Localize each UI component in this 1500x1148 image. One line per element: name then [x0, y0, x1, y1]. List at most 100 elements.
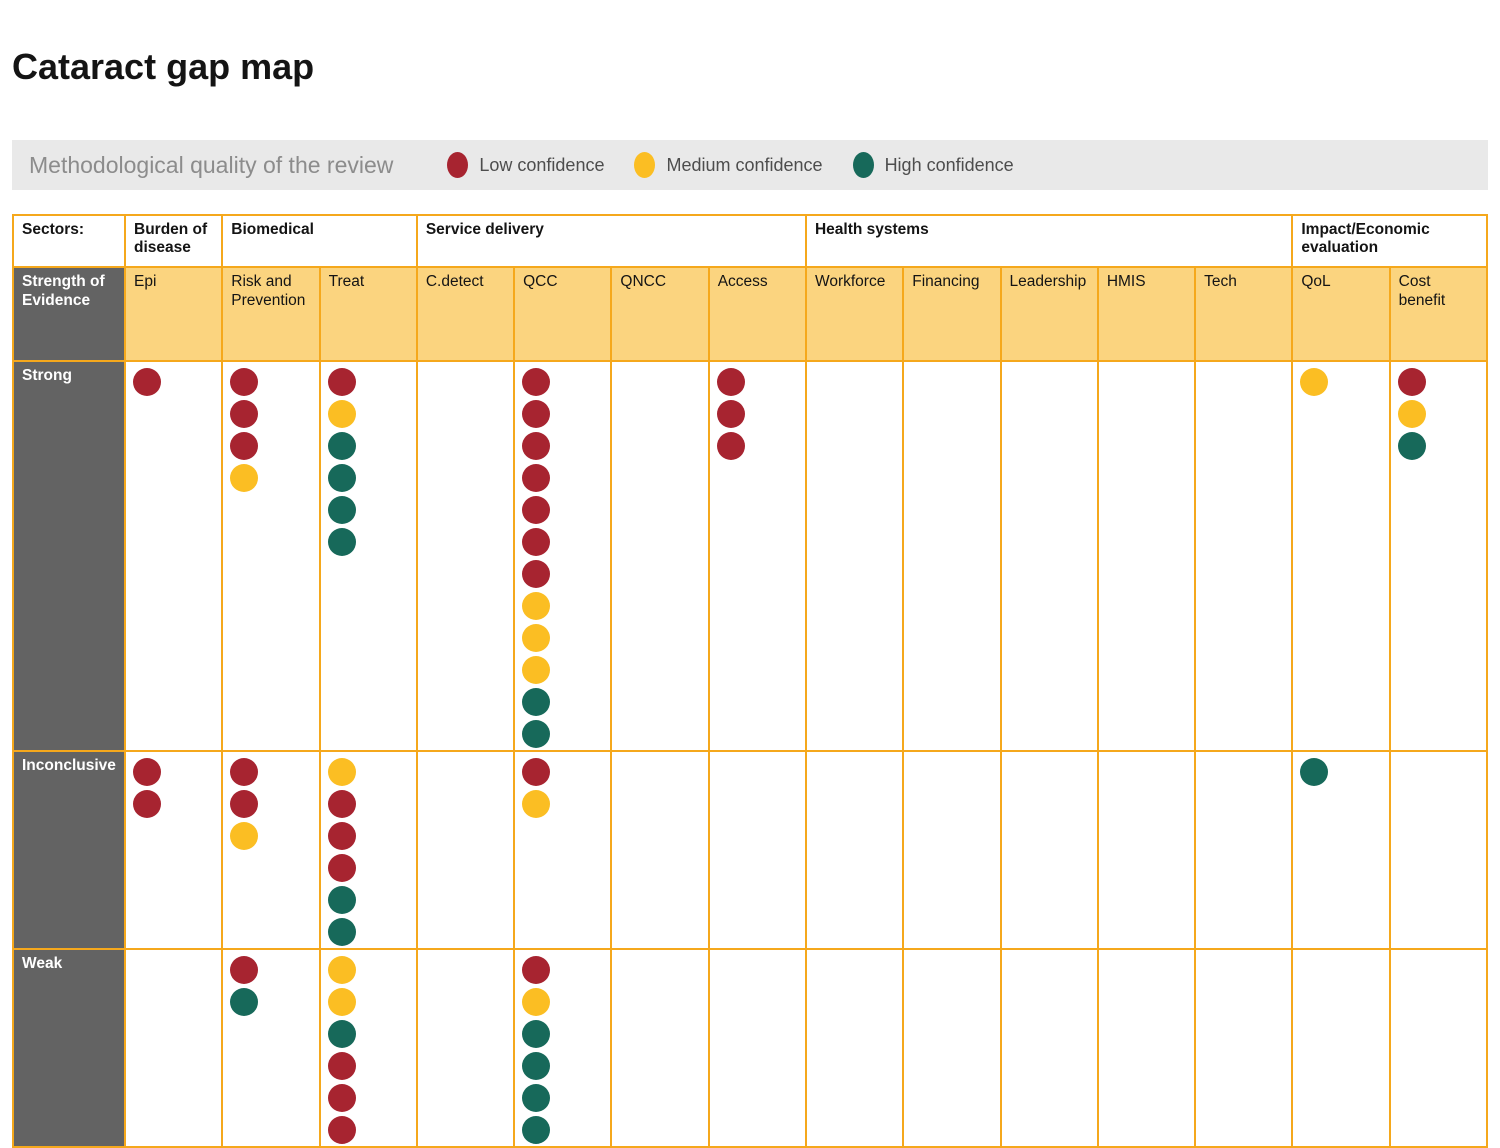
cell-weak-access: [707, 948, 807, 1148]
teal-dot[interactable]: [1300, 758, 1329, 786]
cell-strong-qol: [1291, 360, 1391, 752]
cell-weak-cost-benefit: [1388, 948, 1489, 1148]
cell-strong-leadership: [999, 360, 1099, 752]
red-dot[interactable]: [327, 1084, 356, 1112]
sectors-header: Sectors:: [12, 214, 126, 268]
yellow-dot[interactable]: [1397, 400, 1426, 428]
cell-strong-cost-benefit: [1388, 360, 1489, 752]
red-dot[interactable]: [327, 790, 356, 818]
teal-dot[interactable]: [522, 1116, 551, 1144]
red-dot[interactable]: [716, 368, 745, 396]
teal-dot[interactable]: [522, 1020, 551, 1048]
cell-strong-qncc: [610, 360, 710, 752]
red-dot[interactable]: [1397, 368, 1426, 396]
red-dot[interactable]: [522, 528, 551, 556]
cell-inconclusive-cost-benefit: [1388, 750, 1489, 950]
red-dot[interactable]: [230, 956, 259, 984]
red-dot[interactable]: [133, 790, 161, 818]
table-row-strong: Strong: [12, 360, 1489, 752]
teal-dot[interactable]: [522, 688, 551, 716]
cell-strong-access: [707, 360, 807, 752]
teal-dot[interactable]: [327, 528, 356, 556]
teal-dot[interactable]: [230, 988, 259, 1016]
cell-inconclusive-qcc: [513, 750, 613, 950]
column-header-cost-benefit: Cost benefit: [1388, 266, 1489, 362]
gap-map-table: Sectors: Burden of disease Biomedical Servi…: [12, 214, 1489, 1148]
yellow-dot[interactable]: [522, 988, 551, 1016]
cell-weak-leadership: [999, 948, 1099, 1148]
yellow-dot[interactable]: [327, 988, 356, 1016]
yellow-dot[interactable]: [327, 400, 356, 428]
sector-group-impact-economic-evaluation: Impact/Economic evaluation: [1291, 214, 1488, 268]
cell-weak-qol: [1291, 948, 1391, 1148]
yellow-dot[interactable]: [522, 592, 551, 620]
legend-item-red: Low confidence: [447, 152, 604, 178]
cell-strong-qcc: [513, 360, 613, 752]
red-dot[interactable]: [522, 956, 551, 984]
column-header-treat: Treat: [318, 266, 418, 362]
teal-dot[interactable]: [327, 886, 356, 914]
red-dot[interactable]: [230, 400, 259, 428]
column-header-qol: QoL: [1291, 266, 1391, 362]
teal-dot[interactable]: [522, 1052, 551, 1080]
cell-weak-qcc: [513, 948, 613, 1148]
yellow-dot[interactable]: [327, 956, 356, 984]
cell-inconclusive-risk-and-prevention: [221, 750, 321, 950]
teal-dot[interactable]: [522, 1084, 551, 1112]
cell-strong-epi: [123, 360, 224, 752]
red-dot[interactable]: [522, 400, 551, 428]
teal-dot[interactable]: [1397, 432, 1426, 460]
cell-weak-tech: [1194, 948, 1294, 1148]
teal-dot[interactable]: [327, 464, 356, 492]
yellow-dot[interactable]: [1300, 368, 1329, 396]
red-dot[interactable]: [716, 400, 745, 428]
red-dot[interactable]: [522, 560, 551, 588]
yellow-dot[interactable]: [522, 656, 551, 684]
teal-dot[interactable]: [327, 432, 356, 460]
red-dot[interactable]: [522, 464, 551, 492]
dots-group: [1293, 362, 1361, 398]
cell-inconclusive-treat: [318, 750, 418, 950]
red-dot[interactable]: [327, 1116, 356, 1144]
teal-dot[interactable]: [327, 496, 356, 524]
teal-dot[interactable]: [327, 1020, 356, 1048]
yellow-dot[interactable]: [230, 464, 259, 492]
column-header-qncc: QNCC: [610, 266, 710, 362]
red-dot[interactable]: [230, 368, 259, 396]
cell-weak-workforce: [804, 948, 905, 1148]
red-dot-icon: [447, 152, 469, 178]
cell-weak-financing: [902, 948, 1002, 1148]
red-dot[interactable]: [230, 758, 259, 786]
row-label-strong: Strong: [12, 360, 126, 752]
red-dot[interactable]: [230, 790, 259, 818]
column-header-workforce: Workforce: [804, 266, 905, 362]
red-dot[interactable]: [716, 432, 745, 460]
column-header-tech: Tech: [1194, 266, 1294, 362]
yellow-dot[interactable]: [522, 624, 551, 652]
sector-group-service-delivery: Service delivery: [415, 214, 807, 268]
red-dot[interactable]: [327, 368, 356, 396]
red-dot[interactable]: [522, 496, 551, 524]
red-dot[interactable]: [522, 758, 551, 786]
red-dot[interactable]: [522, 368, 551, 396]
column-header-c-detect: C.detect: [415, 266, 516, 362]
red-dot[interactable]: [327, 1052, 356, 1080]
teal-dot[interactable]: [327, 918, 356, 946]
teal-dot[interactable]: [522, 720, 551, 748]
yellow-dot[interactable]: [327, 758, 356, 786]
red-dot[interactable]: [522, 432, 551, 460]
column-header-hmis: HMIS: [1096, 266, 1197, 362]
red-dot[interactable]: [133, 368, 161, 396]
cell-weak-qncc: [610, 948, 710, 1148]
column-header-access: Access: [707, 266, 807, 362]
cell-strong-treat: [318, 360, 418, 752]
red-dot[interactable]: [230, 432, 259, 460]
red-dot[interactable]: [327, 822, 356, 850]
red-dot[interactable]: [327, 854, 356, 882]
red-dot[interactable]: [133, 758, 161, 786]
page: Cataract gap map Methodological quality …: [12, 46, 1489, 1148]
yellow-dot[interactable]: [230, 822, 259, 850]
legend-item-teal: High confidence: [852, 152, 1014, 178]
dots-group: [321, 950, 389, 1146]
yellow-dot[interactable]: [522, 790, 551, 818]
